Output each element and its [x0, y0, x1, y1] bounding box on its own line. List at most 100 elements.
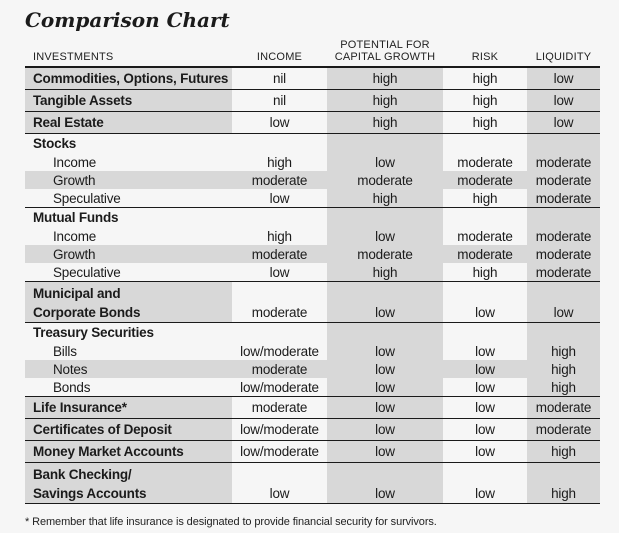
row-value: moderate: [232, 245, 327, 263]
row-value: low: [443, 360, 527, 378]
row-value: moderate: [527, 397, 600, 418]
table-row: Growth moderate moderate moderate moderate: [25, 171, 600, 189]
row-value: low/moderate: [240, 422, 319, 437]
table-row: Municipal and Corporate Bonds moderate low l…: [25, 282, 600, 323]
row-value: [443, 323, 527, 342]
table-row: Notes moderate low low high: [25, 360, 600, 378]
row-label: Growth: [25, 171, 232, 189]
row-value: [232, 323, 327, 342]
row-value: high: [527, 463, 600, 503]
row-value: nil: [273, 93, 286, 108]
row-value: low: [327, 397, 443, 418]
row-value: low: [475, 486, 495, 501]
row-label: Income: [53, 228, 97, 244]
row-value: low: [327, 441, 443, 462]
table-row: Income high low moderate moderate: [25, 227, 600, 245]
row-value: low/moderate: [240, 444, 319, 459]
row-value: high: [472, 71, 498, 86]
table-row: Speculative low high high moderate: [25, 263, 600, 282]
table-row: Tangible Assets nil high high low: [25, 90, 600, 112]
column-header-income: INCOME: [256, 51, 303, 63]
table-row: Certificates of Deposit low/moderate low lo…: [25, 419, 600, 441]
row-value: moderate: [251, 305, 308, 320]
row-value: [443, 208, 527, 227]
row-value: low: [327, 227, 443, 245]
row-label: Stocks: [33, 136, 77, 151]
row-value: [527, 208, 600, 227]
row-value: high: [527, 342, 600, 360]
row-value: [527, 323, 600, 342]
row-label: Life Insurance*: [25, 397, 232, 418]
row-value: [327, 323, 443, 342]
row-value: low: [527, 68, 600, 89]
row-value: low: [475, 379, 495, 395]
row-value: nil: [273, 71, 286, 86]
row-value: moderate: [327, 245, 443, 263]
row-label: Tangible Assets: [25, 90, 232, 111]
row-value: low: [327, 419, 443, 440]
footnote: * Remember that life insurance is design…: [25, 516, 437, 528]
row-value: high: [472, 115, 498, 130]
row-value: low: [269, 264, 290, 280]
row-label: Certificates of Deposit: [25, 419, 232, 440]
row-value: moderate: [457, 154, 513, 170]
column-header-investments: INVESTMENTS: [33, 51, 114, 63]
row-label: Real Estate: [25, 112, 232, 133]
column-header-capital-growth-line2: CAPITAL GROWTH: [334, 51, 436, 63]
table-row: Commodities, Options, Futures nil high high…: [25, 68, 600, 90]
row-value: low: [327, 360, 443, 378]
column-header-liquidity: LIQUIDITY: [535, 51, 592, 63]
row-value: low/moderate: [240, 343, 319, 359]
row-value: low: [327, 282, 443, 322]
row-value: high: [527, 360, 600, 378]
table-row: Growth moderate moderate moderate moderate: [25, 245, 600, 263]
row-value: [327, 134, 443, 153]
row-value: high: [327, 90, 443, 111]
table-row: Money Market Accounts low/moderate low low h…: [25, 441, 600, 463]
table-row: Bonds low/moderate low low high: [25, 378, 600, 397]
table-header-row: INVESTMENTS INCOME POTENTIAL FOR CAPITAL…: [25, 36, 600, 68]
row-value: low: [327, 153, 443, 171]
row-value: moderate: [527, 227, 600, 245]
row-value: moderate: [327, 171, 443, 189]
row-value: high: [327, 68, 443, 89]
row-value: moderate: [527, 263, 600, 281]
row-value: moderate: [527, 153, 600, 171]
table-row: Treasury Securities: [25, 323, 600, 342]
row-label: Growth: [25, 245, 232, 263]
row-value: [232, 208, 327, 227]
row-value: low: [327, 378, 443, 396]
row-label: Speculative: [53, 264, 121, 280]
page-title: Comparison Chart: [25, 8, 230, 32]
row-label: Bonds: [53, 379, 91, 395]
row-value: high: [472, 93, 498, 108]
row-value: moderate: [443, 171, 527, 189]
row-label: Bank Checking/Savings Accounts: [25, 463, 232, 503]
row-label: Mutual Funds: [33, 210, 119, 225]
row-value: [527, 134, 600, 153]
row-value: low: [475, 422, 495, 437]
row-value: moderate: [527, 171, 600, 189]
row-label: Bills: [53, 343, 77, 359]
column-header-risk: RISK: [471, 51, 499, 63]
row-value: low: [269, 115, 290, 130]
row-value: high: [472, 264, 498, 280]
row-label: Commodities, Options, Futures: [25, 68, 232, 89]
row-value: low: [527, 112, 600, 133]
table-row: Stocks: [25, 134, 600, 153]
row-value: moderate: [232, 360, 327, 378]
table-body: Commodities, Options, Futures nil high high…: [25, 68, 600, 504]
row-value: moderate: [443, 245, 527, 263]
row-value: moderate: [457, 228, 513, 244]
row-value: moderate: [232, 171, 327, 189]
row-value: high: [472, 190, 498, 206]
row-value: high: [327, 263, 443, 281]
row-value: low: [269, 486, 290, 501]
row-value: low: [327, 463, 443, 503]
row-value: high: [267, 154, 292, 170]
row-value: high: [327, 112, 443, 133]
row-label: Money Market Accounts: [25, 441, 232, 462]
table-row: Mutual Funds: [25, 208, 600, 227]
row-value: moderate: [527, 245, 600, 263]
table-row: Bills low/moderate low low high: [25, 342, 600, 360]
